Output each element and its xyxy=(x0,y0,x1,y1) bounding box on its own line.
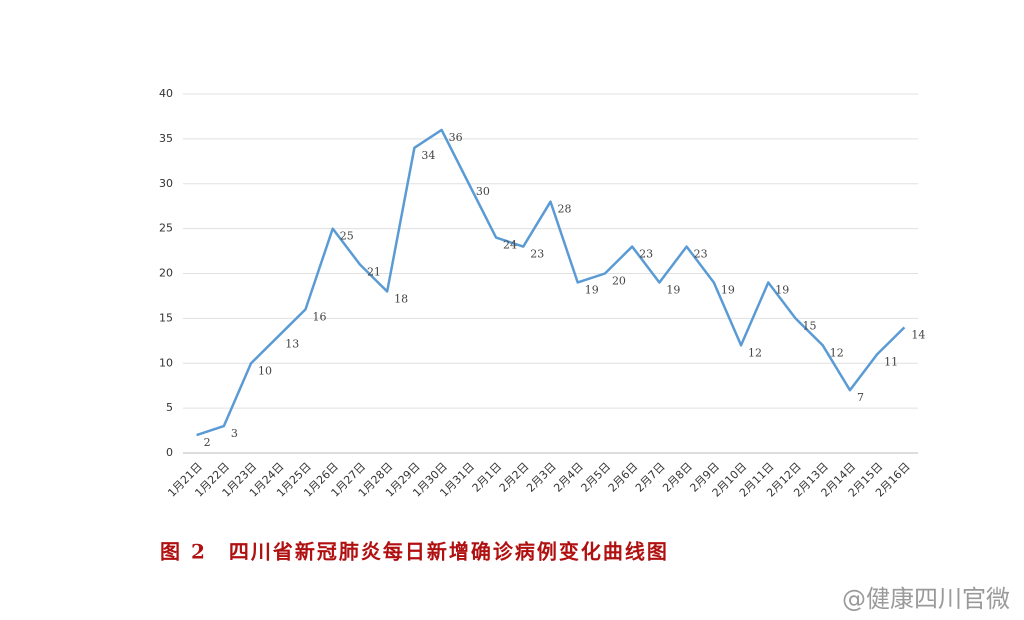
x-tick-label: 2月6日 xyxy=(606,460,641,495)
x-tick-label: 2月5日 xyxy=(579,460,614,495)
data-label: 21 xyxy=(367,266,381,279)
x-tick-label: 2月8日 xyxy=(660,460,695,495)
data-label: 16 xyxy=(313,310,327,323)
y-tick-label: 30 xyxy=(159,177,173,190)
y-tick-label: 5 xyxy=(166,401,173,414)
y-tick-label: 10 xyxy=(159,356,173,369)
data-label: 13 xyxy=(285,337,299,350)
watermark: @健康四川官微 xyxy=(842,585,1010,613)
data-label: 23 xyxy=(639,248,653,261)
data-label: 19 xyxy=(775,283,789,296)
data-label: 25 xyxy=(340,230,354,243)
x-tick-label: 2月4日 xyxy=(551,460,586,495)
data-label: 7 xyxy=(857,391,864,404)
data-label: 34 xyxy=(421,149,435,162)
data-label: 12 xyxy=(830,346,844,359)
data-label: 19 xyxy=(666,283,680,296)
y-tick-label: 40 xyxy=(159,87,173,100)
data-label: 18 xyxy=(394,292,408,305)
data-label: 36 xyxy=(449,131,463,144)
x-tick-label: 2月3日 xyxy=(524,460,559,495)
x-tick-label: 2月1日 xyxy=(470,460,505,495)
y-tick-label: 35 xyxy=(159,132,173,145)
data-label: 14 xyxy=(911,328,925,341)
data-label: 15 xyxy=(803,319,817,332)
data-label: 20 xyxy=(612,275,626,288)
y-tick-label: 15 xyxy=(159,311,173,324)
x-tick-label: 2月7日 xyxy=(633,460,668,495)
data-label: 24 xyxy=(503,239,517,252)
chart-title: 图 2 四川省新冠肺炎每日新增确诊病例变化曲线图 xyxy=(160,540,669,564)
data-label: 23 xyxy=(530,248,544,261)
data-label: 23 xyxy=(694,248,708,261)
data-label: 19 xyxy=(585,283,599,296)
data-label: 28 xyxy=(558,203,572,216)
line xyxy=(196,128,906,437)
y-tick-label: 20 xyxy=(159,267,173,280)
data-label: 3 xyxy=(231,427,238,440)
x-tick-label: 2月2日 xyxy=(497,460,532,495)
y-tick-label: 25 xyxy=(159,222,173,235)
data-label: 10 xyxy=(258,364,272,377)
data-label: 12 xyxy=(748,346,762,359)
data-label: 30 xyxy=(476,185,490,198)
data-label: 11 xyxy=(884,355,898,368)
y-tick-label: 0 xyxy=(166,446,173,459)
data-label: 2 xyxy=(204,436,211,449)
data-label: 19 xyxy=(721,283,735,296)
